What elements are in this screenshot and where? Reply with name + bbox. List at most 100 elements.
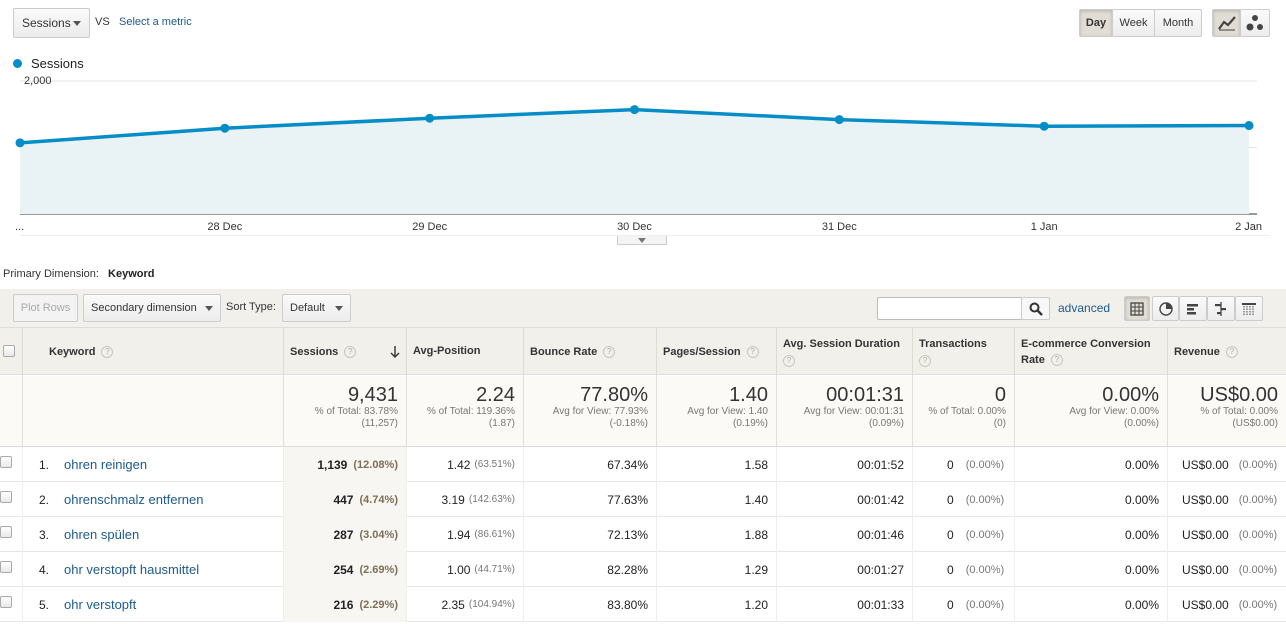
legend-dot-icon [13, 59, 22, 68]
header-keyword[interactable]: Keyword? [22, 328, 283, 376]
chart-collapse-handle[interactable] [617, 236, 667, 245]
revenue-value: US$0.00 [1182, 527, 1229, 542]
header-ecommerce-rate-label: E-commerce Conversion [1021, 337, 1151, 350]
row-checkbox[interactable] [0, 561, 12, 573]
select-metric-link[interactable]: Select a metric [119, 16, 192, 28]
help-icon[interactable]: ? [783, 354, 795, 367]
row-checkbox[interactable] [0, 596, 12, 608]
vs-label: VS [95, 16, 110, 28]
revenue-pct: (0.00%) [1238, 493, 1278, 506]
totals-sessions-sub1: % of Total: 83.78% [314, 406, 398, 417]
pie-chart-icon [1158, 301, 1173, 316]
help-icon[interactable]: ? [603, 346, 616, 358]
avg-position-pct: (44.71%) [474, 564, 515, 575]
metric-select[interactable]: Sessions [13, 8, 90, 38]
pages-session-cell: 1.40 [656, 482, 776, 517]
data-point [834, 115, 844, 125]
table-search-input[interactable] [877, 297, 1022, 320]
motion-chart-button[interactable] [1240, 9, 1270, 37]
avg-position-pct: (142.63%) [468, 494, 515, 505]
sort-type-select[interactable]: Default [282, 294, 351, 322]
keyword-link[interactable]: ohr verstopft [64, 597, 137, 612]
data-point [1244, 121, 1254, 131]
keyword-cell: 1. ohren reinigen [22, 447, 283, 482]
totals-ecommerce-rate: 0.00% Avg for View: 0.00% (0.00%) [1014, 376, 1167, 447]
ecommerce-rate-cell: 0.00% [1014, 517, 1167, 552]
help-icon[interactable]: ? [746, 346, 759, 358]
duration-value: 00:01:27 [857, 562, 904, 577]
revenue-cell: US$0.00 (0.00%) [1167, 517, 1286, 552]
avg-position-pct: (63.51%) [474, 459, 515, 470]
month-button[interactable]: Month [1154, 9, 1202, 37]
bounce-rate-cell: 77.63% [523, 482, 656, 517]
transactions-cell: 0 (0.00%) [912, 552, 1014, 587]
transactions-pct: (0.00%) [965, 528, 1005, 541]
avg-position-cell: 1.00 (44.71%) [406, 552, 523, 587]
header-select-all[interactable] [0, 328, 22, 376]
totals-pages-session-value: 1.40 [729, 384, 768, 406]
header-avg-position[interactable]: Avg-Position [406, 328, 523, 376]
comparison-view-button[interactable] [1207, 296, 1235, 321]
line-chart-button[interactable] [1212, 9, 1241, 37]
x-tick-label: ... [15, 221, 24, 233]
day-button-label: Day [1085, 17, 1107, 29]
help-icon[interactable]: ? [919, 354, 931, 367]
row-checkbox-cell [0, 587, 22, 622]
header-ecommerce-rate[interactable]: E-commerce Conversion Rate? [1014, 328, 1167, 376]
pivot-table-icon [1242, 302, 1256, 315]
totals-checkbox-cell [0, 376, 22, 447]
header-bounce-rate[interactable]: Bounce Rate? [523, 328, 656, 376]
primary-dimension-keyword[interactable]: Keyword [108, 268, 155, 280]
transactions-value: 0 [947, 597, 954, 612]
performance-view-button[interactable] [1179, 296, 1207, 321]
x-tick-label: 29 Dec [412, 221, 447, 233]
advanced-link[interactable]: advanced [1058, 301, 1111, 315]
metric-select-label: Sessions [22, 16, 71, 30]
keyword-link[interactable]: ohren spülen [64, 527, 140, 542]
sessions-cell: 447 (4.74%) [283, 482, 406, 517]
help-icon[interactable]: ? [344, 346, 357, 359]
secondary-dimension-select[interactable]: Secondary dimension [83, 294, 221, 322]
totals-sessions-sub2: (11,257) [361, 418, 398, 429]
week-button[interactable]: Week [1112, 9, 1155, 37]
avg-position-cell: 2.35 (104.94%) [406, 587, 523, 622]
sessions-pct: (2.69%) [359, 563, 398, 576]
duration-value: 00:01:46 [857, 527, 904, 542]
totals-avg-position: 2.24 % of Total: 119.36% (1.87) [406, 376, 523, 447]
row-number: 1. [39, 457, 50, 472]
avg-position-cell: 3.19 (142.63%) [406, 482, 523, 517]
table-row: 4. ohr verstopft hausmittel 254 (2.69%) 1.00… [0, 552, 1286, 587]
select-all-checkbox[interactable] [3, 345, 15, 357]
totals-avg-position-sub1: % of Total: 119.36% [426, 406, 515, 417]
keyword-link[interactable]: ohrenschmalz entfernen [64, 492, 204, 507]
secondary-dimension-label: Secondary dimension [91, 302, 197, 314]
percentage-view-button[interactable] [1152, 296, 1179, 321]
keyword-link[interactable]: ohren reinigen [64, 457, 148, 472]
header-sessions[interactable]: Sessions? [283, 328, 406, 376]
row-checkbox[interactable] [0, 491, 12, 503]
keyword-link[interactable]: ohr verstopft hausmittel [64, 562, 200, 577]
help-icon[interactable]: ? [1225, 346, 1238, 358]
pivot-view-button[interactable] [1235, 296, 1263, 321]
plot-rows-button[interactable]: Plot Rows [13, 294, 78, 322]
totals-keyword-cell [22, 376, 283, 447]
day-button[interactable]: Day [1079, 9, 1113, 37]
help-icon[interactable]: ? [1050, 354, 1063, 367]
revenue-pct: (0.00%) [1238, 528, 1278, 541]
header-pages-session[interactable]: Pages/Session? [656, 328, 776, 376]
help-icon[interactable]: ? [101, 346, 114, 358]
row-checkbox[interactable] [0, 526, 12, 538]
search-button[interactable] [1021, 297, 1050, 320]
header-transactions[interactable]: Transactions ? [912, 328, 1014, 376]
sessions-cell: 287 (3.04%) [283, 517, 406, 552]
data-table-view-button[interactable] [1124, 296, 1150, 321]
row-checkbox[interactable] [0, 456, 12, 468]
header-avg-session-duration[interactable]: Avg. Session Duration ? [776, 328, 912, 376]
sessions-value: 254 [333, 562, 354, 577]
header-revenue[interactable]: Revenue? [1167, 328, 1286, 376]
transactions-pct: (0.00%) [965, 563, 1005, 576]
pages-session-cell: 1.29 [656, 552, 776, 587]
row-number: 2. [39, 492, 50, 507]
duration-value: 00:01:52 [857, 457, 904, 472]
